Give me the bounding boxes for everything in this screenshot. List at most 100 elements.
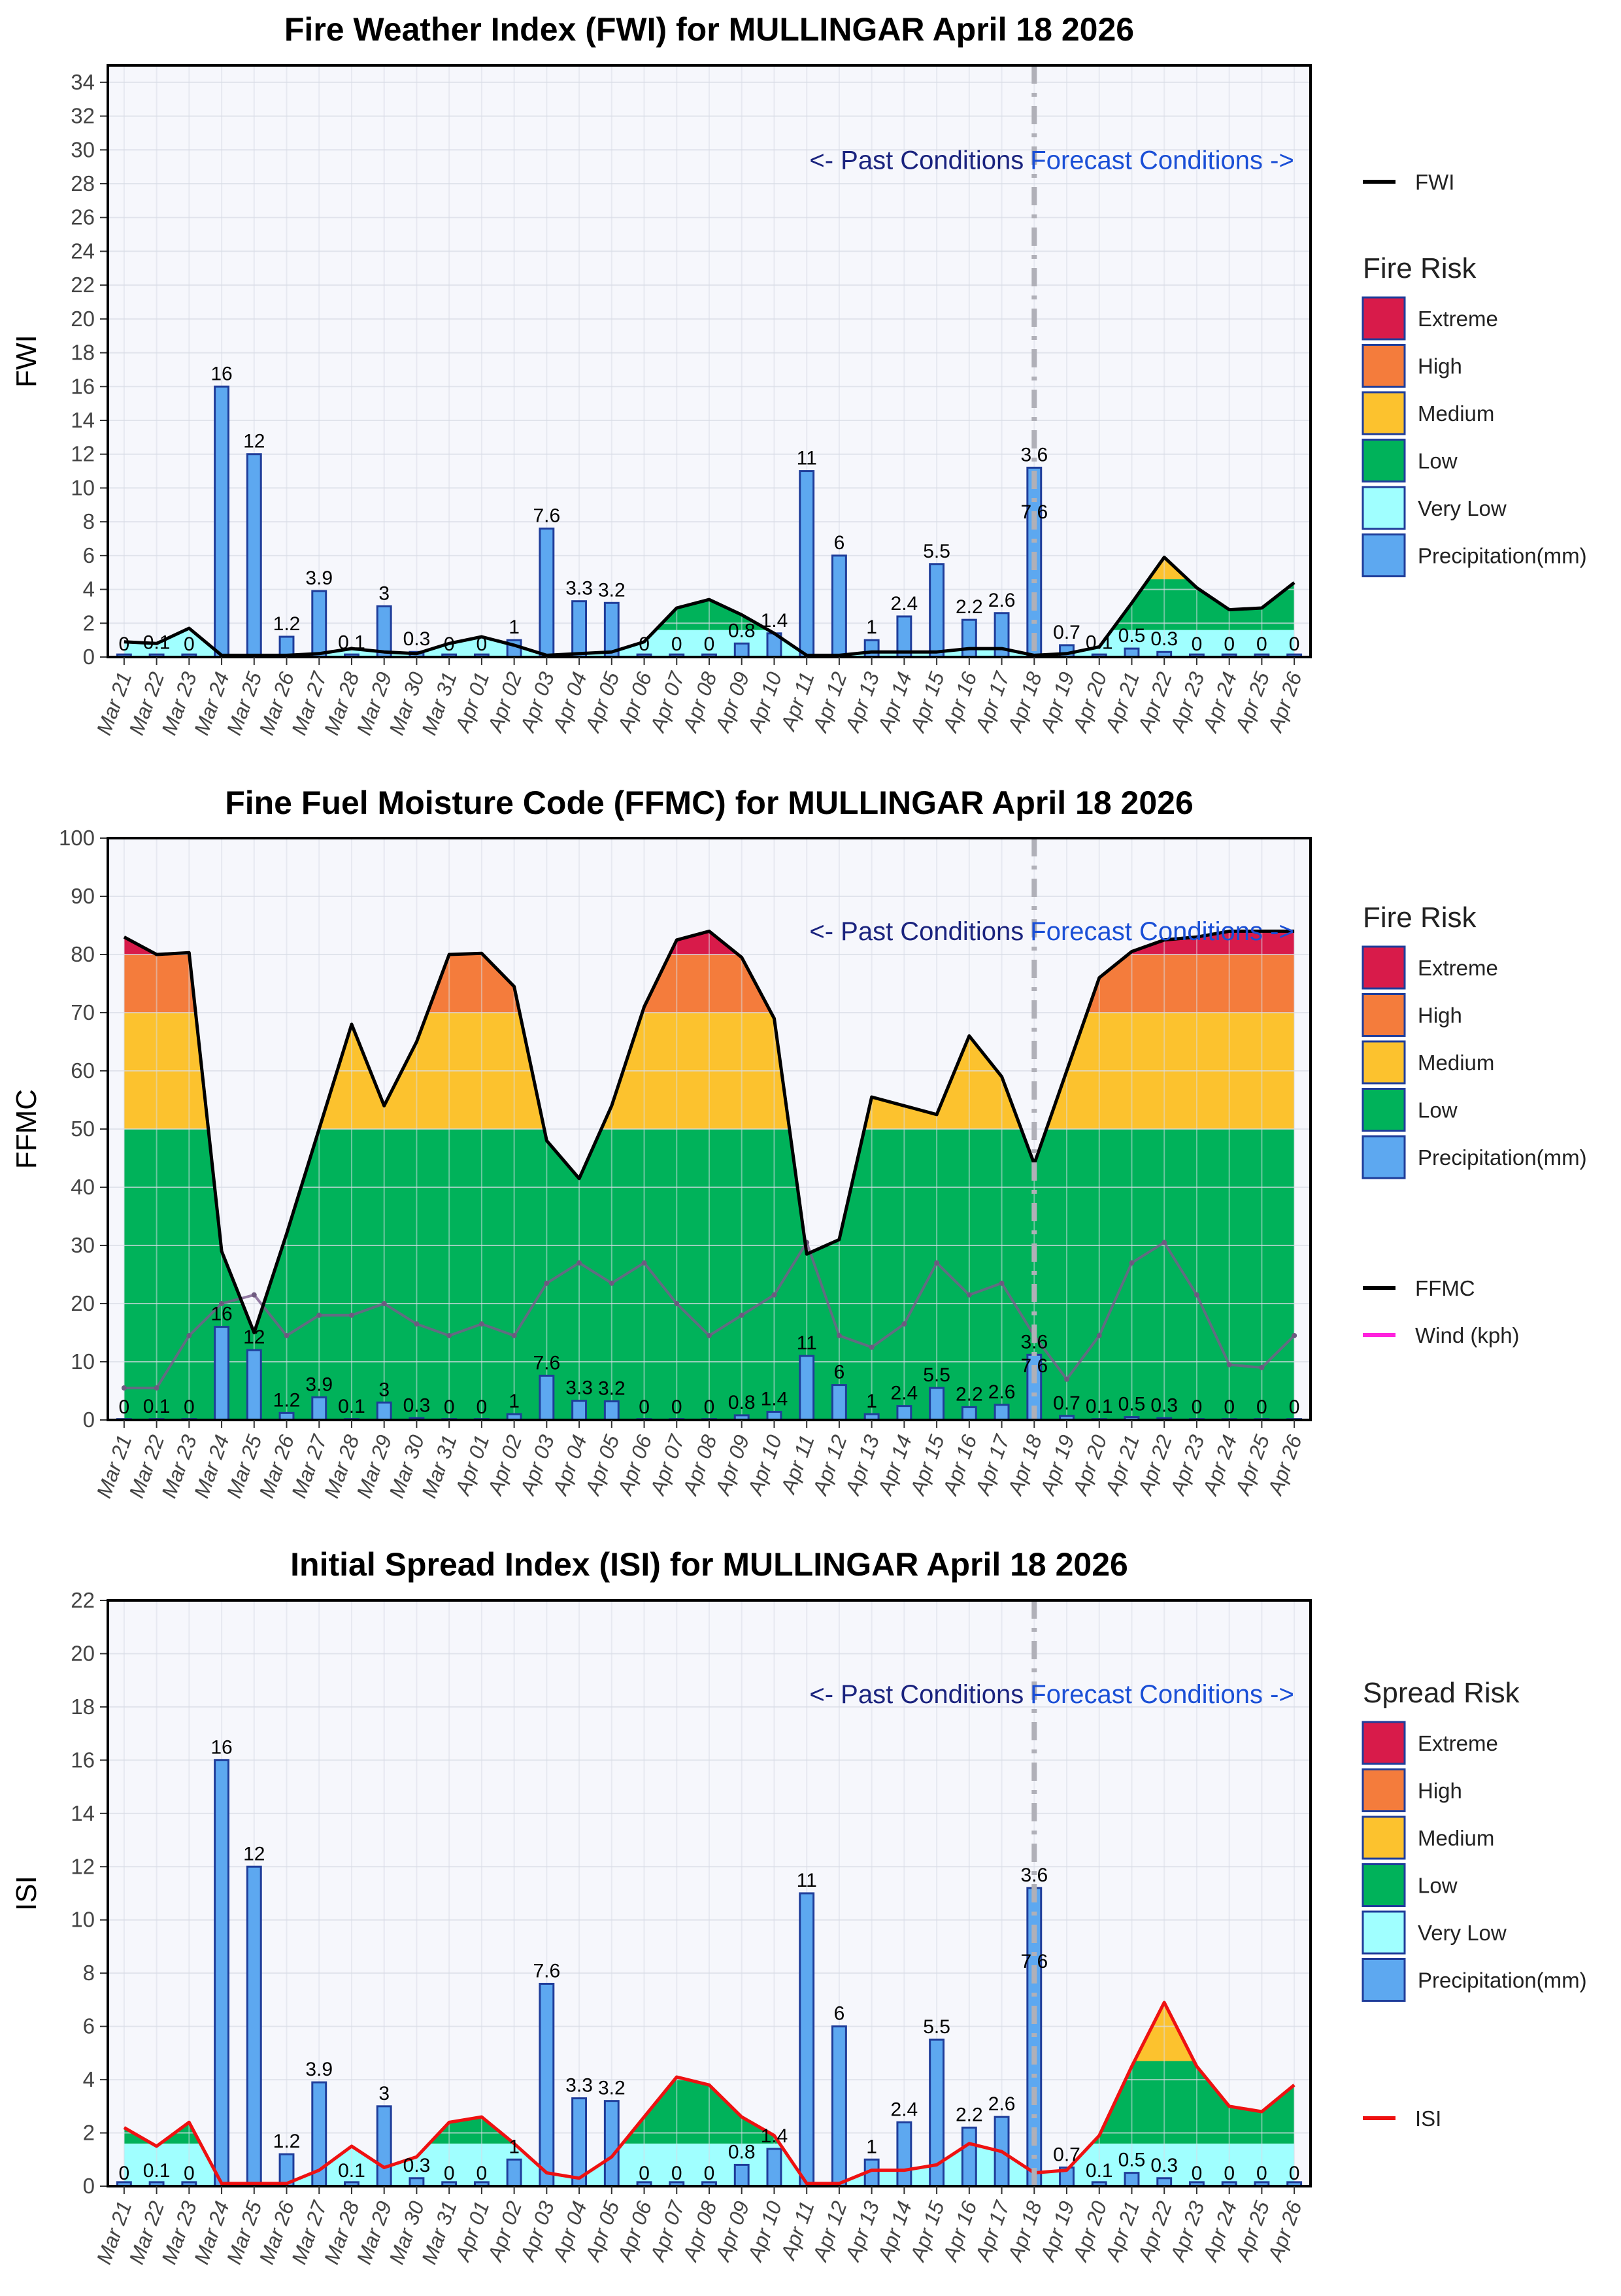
precip-label: 12 — [243, 431, 265, 452]
precip-label: 0 — [1289, 1396, 1300, 1418]
precip-bar — [961, 618, 977, 658]
precip-bar — [766, 2148, 782, 2187]
precip-label: 3 — [378, 2083, 390, 2104]
legend-swatch-precipitation — [1362, 1135, 1406, 1179]
precip-label: 1 — [509, 2136, 520, 2157]
wind-point — [154, 1385, 159, 1391]
precip-label: 0 — [476, 1396, 488, 1418]
y-tick-label: 30 — [71, 137, 95, 161]
precip-bar — [603, 1400, 620, 1421]
precip-label: 0 — [1192, 2163, 1203, 2184]
precip-label: 3.6 — [1020, 1865, 1048, 1886]
precip-label: 0 — [671, 1396, 682, 1418]
precip-label: 1 — [866, 2136, 877, 2157]
legend-isi-label: ISI — [1415, 2106, 1441, 2131]
precip-label: 12 — [243, 1326, 265, 1348]
legend-label-extreme: Extreme — [1418, 307, 1498, 331]
precip-label: 5.5 — [923, 2016, 950, 2038]
wind-point — [577, 1260, 582, 1266]
precip-label: 11 — [797, 1870, 817, 1891]
precip-label: 0 — [704, 1396, 715, 1418]
precip-label: 0.3 — [403, 1394, 431, 1416]
wind-point — [511, 1332, 517, 1338]
legend-label-precipitation: Precipitation(mm) — [1418, 1145, 1587, 1170]
y-tick-label: 16 — [71, 374, 95, 398]
precip-label: 0 — [184, 2163, 195, 2184]
precip-label: 1.4 — [761, 1389, 788, 1410]
legend-label-precipitation: Precipitation(mm) — [1418, 544, 1587, 568]
precip-label: 0 — [639, 2163, 650, 2184]
precip-bar — [603, 2100, 620, 2187]
wind-point — [1292, 1332, 1297, 1338]
precip-label: 6 — [834, 1362, 845, 1383]
y-tick-label: 22 — [71, 273, 95, 297]
y-tick-label: 18 — [71, 341, 95, 365]
wind-point — [1096, 1332, 1102, 1338]
legend-title: Fire Risk — [1363, 252, 1477, 284]
past-conditions-label: <- Past Conditions — [809, 1680, 1024, 1709]
precip-label: 0 — [119, 2163, 130, 2184]
precip-label: 0.7 — [1053, 622, 1080, 643]
y-tick-label: 30 — [71, 1233, 95, 1257]
chart-panel-2: Fine Fuel Moisture Code (FFMC) for MULLI… — [10, 785, 1587, 1501]
precip-label: 16 — [210, 1736, 232, 1758]
precip-label: 0.1 — [1086, 632, 1113, 653]
wind-point — [544, 1280, 550, 1286]
precip-label: 0 — [444, 633, 455, 655]
precip-label: 0 — [671, 2163, 682, 2184]
precip-label: 1 — [866, 1391, 877, 1412]
legend-label-medium: Medium — [1418, 401, 1494, 426]
y-tick-label: 26 — [71, 205, 95, 229]
y-tick-label: 10 — [71, 1908, 95, 1932]
y-tick-label: 20 — [71, 1641, 95, 1665]
precip-label: 2.4 — [891, 593, 918, 615]
wind-point — [1226, 1362, 1232, 1368]
precip-label: 0 — [444, 1396, 455, 1418]
precip-label: 3.9 — [305, 567, 333, 589]
wind-point — [1161, 1240, 1167, 1245]
precip-bar — [539, 527, 555, 658]
wind-point — [414, 1321, 420, 1327]
precip-bar — [831, 2025, 847, 2187]
precip-label: 0.8 — [728, 2141, 756, 2163]
chart-panel-1: Fire Weather Index (FWI) for MULLINGAR A… — [10, 11, 1587, 738]
precip-label: 0 — [1256, 2163, 1267, 2184]
wind-point — [1064, 1376, 1070, 1382]
legend-label-extreme: Extreme — [1418, 956, 1498, 980]
precip-label: 0 — [1289, 633, 1300, 655]
precip-label: 1.4 — [761, 610, 788, 632]
precip-label: 7.6 — [533, 505, 560, 526]
y-tick-label: 2 — [83, 2121, 95, 2145]
wind-point — [836, 1332, 842, 1338]
precip-label: 3.2 — [598, 2078, 626, 2099]
chart-title: Initial Spread Index (ISI) for MULLINGAR… — [290, 1546, 1128, 1583]
precip-label: 0.7 — [1053, 1393, 1080, 1414]
precip-label: 11 — [797, 1332, 817, 1354]
precip-label: 0.3 — [403, 2155, 431, 2176]
legend-label-very-low: Very Low — [1418, 1921, 1507, 1945]
legend-label-high: High — [1418, 1004, 1462, 1028]
precip-bar — [376, 605, 392, 658]
precip-bar — [1124, 2172, 1140, 2187]
precip-label: 2.6 — [988, 590, 1016, 611]
legend-title: Spread Risk — [1363, 1677, 1520, 1709]
forecast-conditions-label: Forecast Conditions -> — [1030, 1680, 1294, 1709]
wind-point — [446, 1332, 452, 1338]
precip-bar — [799, 470, 815, 658]
past-conditions-label: <- Past Conditions — [809, 146, 1024, 175]
precip-label: 7.6 — [533, 1352, 560, 1374]
precip-label: 0 — [639, 633, 650, 655]
y-tick-label: 12 — [71, 442, 95, 466]
precip-label: 5.5 — [923, 541, 950, 562]
precip-label: 3.3 — [565, 2075, 593, 2097]
precip-label: 0 — [1224, 633, 1235, 655]
precip-bar — [506, 2158, 522, 2187]
precip-label: 7.6 — [533, 1960, 560, 1982]
precip-bar — [961, 2126, 977, 2187]
precip-label: 0.1 — [143, 1396, 171, 1417]
precip-label: 1 — [509, 1391, 520, 1412]
precip-bar — [896, 2121, 912, 2187]
y-tick-label: 20 — [71, 1291, 95, 1315]
precip-label: 0.5 — [1118, 2150, 1146, 2171]
